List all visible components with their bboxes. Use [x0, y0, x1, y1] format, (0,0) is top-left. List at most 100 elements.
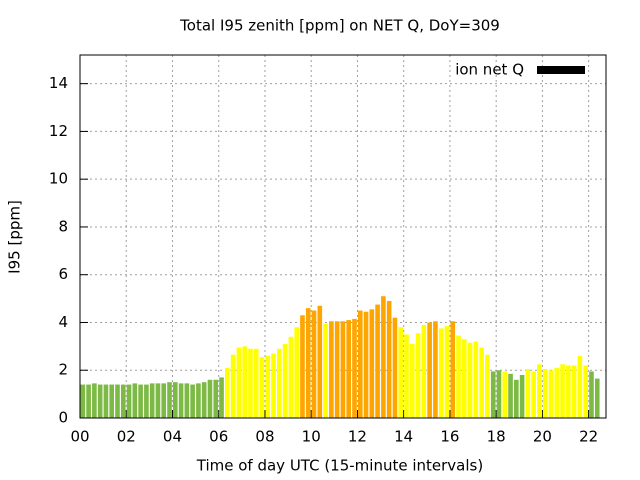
y-tick-label: 4: [58, 313, 68, 331]
bar: [329, 321, 334, 418]
x-tick-label: 22: [579, 428, 598, 446]
bar: [392, 317, 398, 418]
y-tick-label: 0: [58, 409, 68, 427]
bar: [496, 370, 502, 418]
bar: [404, 334, 409, 418]
bar: [161, 383, 167, 418]
bar: [456, 335, 461, 418]
bar: [288, 336, 294, 418]
legend-swatch: [537, 66, 585, 74]
bar: [167, 382, 172, 418]
bar: [236, 347, 242, 418]
bar: [92, 383, 97, 418]
bar: [265, 355, 271, 418]
y-axis-label: I95 [ppm]: [6, 200, 24, 274]
bar: [259, 357, 265, 418]
bar: [398, 327, 404, 418]
bar: [190, 384, 195, 418]
bar: [450, 321, 456, 418]
bar: [381, 296, 386, 418]
bar: [219, 377, 224, 418]
bar: [86, 384, 91, 418]
bar: [352, 318, 357, 418]
bar: [80, 384, 86, 418]
bar: [444, 326, 450, 418]
x-tick-label: 04: [163, 428, 182, 446]
x-tick-label: 06: [209, 428, 228, 446]
bar: [542, 369, 548, 418]
legend-label: ion net Q: [455, 61, 524, 79]
bar: [334, 321, 340, 418]
bar: [571, 365, 577, 418]
bar: [490, 371, 496, 418]
bar: [340, 321, 346, 418]
bar: [230, 354, 236, 418]
bar: [196, 383, 201, 418]
bar: [213, 379, 219, 418]
y-tick-label: 10: [49, 170, 68, 188]
bar: [138, 384, 143, 418]
x-tick-label: 10: [302, 428, 321, 446]
bar: [433, 321, 438, 418]
bar: [201, 382, 207, 418]
bar: [409, 343, 415, 418]
bar: [537, 364, 542, 418]
x-tick-label: 02: [117, 428, 136, 446]
bar: [583, 365, 589, 418]
bar: [103, 384, 109, 418]
chart-title: Total I95 zenith [ppm] on NET Q, DoY=309: [179, 17, 500, 35]
bar: [514, 379, 519, 418]
bar: [242, 346, 247, 418]
bar: [178, 383, 184, 418]
bar: [577, 355, 583, 418]
y-tick-label: 14: [49, 74, 68, 92]
bar: [126, 384, 132, 418]
x-tick-label: 00: [70, 428, 89, 446]
bar: [184, 383, 190, 418]
x-tick-label: 18: [487, 428, 506, 446]
x-tick-label: 08: [255, 428, 274, 446]
bar: [155, 383, 161, 418]
bar: [132, 383, 138, 418]
bar: [548, 370, 554, 418]
bar: [467, 342, 473, 418]
bar: [311, 310, 317, 418]
y-tick-label: 2: [58, 361, 68, 379]
bar: [375, 304, 380, 418]
bar: [120, 384, 126, 418]
bar: [560, 364, 565, 418]
bar: [531, 371, 536, 418]
bar: [519, 375, 525, 418]
bar: [253, 348, 259, 418]
y-tick-label: 8: [58, 217, 68, 235]
bar: [109, 384, 115, 418]
bar: [346, 320, 352, 418]
bar: [421, 324, 427, 418]
bar: [415, 333, 421, 418]
bar: [357, 310, 363, 418]
bar: [282, 343, 288, 418]
bar: [317, 305, 323, 418]
x-tick-label: 20: [533, 428, 552, 446]
bar: [479, 347, 484, 418]
bar: [473, 341, 479, 418]
bar: [172, 382, 178, 418]
bar: [594, 378, 600, 418]
bar: [277, 348, 282, 418]
bar: [97, 384, 103, 418]
bar: [115, 384, 120, 418]
y-tick-label: 12: [49, 122, 68, 140]
bar: [525, 369, 531, 418]
bar: [305, 308, 311, 418]
bar: [271, 353, 276, 418]
bar: [438, 328, 444, 418]
plot-border: [79, 54, 607, 419]
bar: [248, 348, 253, 418]
bar: [294, 327, 299, 418]
bar: [207, 379, 213, 418]
bar: [589, 371, 594, 418]
bar: [554, 367, 560, 418]
bar: [427, 322, 432, 418]
x-tick-label: 12: [348, 428, 367, 446]
